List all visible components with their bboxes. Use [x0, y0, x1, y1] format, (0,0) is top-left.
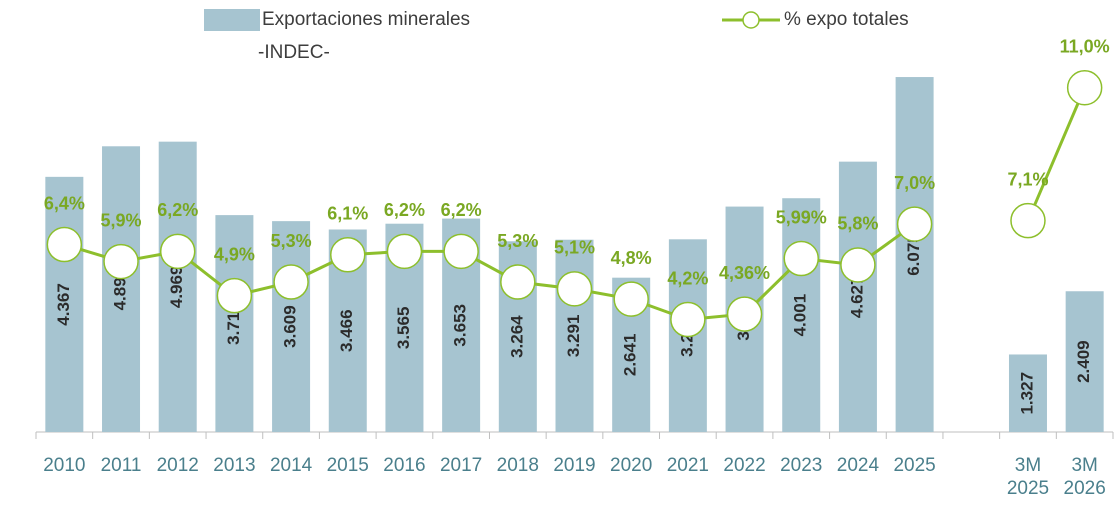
bar-label: 4.969 — [167, 266, 186, 309]
x-tick-label: 2014 — [269, 455, 313, 476]
x-tick-label: 2020 — [610, 455, 653, 476]
bar — [782, 198, 821, 432]
x-tick-label: 2021 — [666, 455, 709, 476]
x-tick-label: 2010 — [43, 455, 86, 476]
bar-label: 4.367 — [54, 283, 73, 326]
line-label: 6,1% — [327, 204, 368, 224]
line-label: 5,9% — [101, 210, 142, 230]
bar — [1008, 354, 1047, 432]
bar-label: 1.327 — [1017, 372, 1036, 415]
line-label: 4,2% — [667, 268, 708, 288]
bar — [895, 77, 934, 433]
legend-label: % expo totales — [784, 9, 909, 30]
line-label: 5,3% — [497, 231, 538, 251]
x-tick-label: 2022 — [723, 455, 766, 476]
x-tick-label: 2013 — [213, 455, 256, 476]
line-label: 6,2% — [157, 200, 198, 220]
bar-label: 3.609 — [281, 305, 300, 348]
x-tick-label: 2015 — [326, 455, 369, 476]
x-tick-label: 2011 — [100, 455, 142, 476]
line-label: 5,1% — [554, 238, 595, 258]
bar-label: 2.409 — [1074, 340, 1093, 383]
bar-label: 4.627 — [847, 276, 866, 319]
line-marker — [500, 264, 536, 300]
line-label: 7,1% — [1007, 169, 1048, 189]
x-tick-label: 2017 — [439, 455, 483, 476]
line-label: 5,99% — [776, 207, 827, 227]
line-marker — [386, 233, 423, 270]
bar — [215, 215, 254, 432]
line-marker — [1066, 70, 1103, 106]
line-marker — [613, 281, 649, 317]
bar — [838, 161, 877, 432]
bar-label: 2.641 — [621, 334, 640, 377]
bar-label: 6.075 — [904, 233, 923, 276]
bar — [1065, 291, 1104, 432]
line-label: 11,0% — [1060, 37, 1110, 57]
line-marker — [726, 296, 763, 332]
line-label: 6,4% — [44, 193, 85, 213]
line-marker — [1010, 202, 1046, 239]
line-label: 6,2% — [384, 200, 425, 220]
x-tick-label: 2023 — [780, 455, 823, 476]
line-marker — [159, 233, 196, 270]
bar — [272, 221, 311, 432]
line-label: 4,9% — [214, 244, 255, 264]
bar-label: 3.291 — [564, 315, 583, 358]
bar — [158, 141, 197, 432]
line-label: 6,2% — [441, 200, 482, 220]
x-tick-label: 2012 — [156, 455, 199, 476]
bar-label: 4.001 — [791, 294, 810, 337]
legend-label: Exportaciones minerales — [262, 9, 470, 30]
line-marker — [556, 271, 593, 307]
line-label: 5,8% — [837, 214, 878, 234]
subtitle: -INDEC- — [258, 42, 330, 63]
line-marker — [443, 233, 479, 270]
line-marker — [216, 277, 253, 314]
bar-label: 3.466 — [337, 309, 356, 352]
line-marker — [670, 301, 706, 338]
line-marker — [103, 243, 139, 280]
x-tick-label: 2016 — [383, 455, 426, 476]
x-tick-label: 3M 2025 — [1006, 455, 1050, 499]
line-marker — [896, 206, 933, 242]
x-tick-label: 2024 — [836, 455, 880, 476]
x-tick-label: 2019 — [553, 455, 596, 476]
line-marker — [840, 247, 876, 283]
legend-marker — [742, 11, 760, 29]
line-marker — [330, 237, 366, 273]
line-label: 4,8% — [611, 248, 652, 268]
bar-label: 3.653 — [451, 304, 470, 347]
line-label: 7,0% — [894, 173, 935, 193]
bar-label: 3.565 — [394, 307, 413, 350]
bar-label: 3.264 — [507, 315, 526, 358]
x-tick-label: 2025 — [893, 455, 936, 476]
line-marker — [46, 226, 83, 263]
x-tick-label: 2018 — [496, 455, 539, 476]
line-marker — [273, 264, 309, 300]
bar — [45, 176, 84, 432]
bar — [102, 146, 141, 432]
line — [63, 87, 1087, 322]
line-marker — [783, 240, 819, 277]
legend-swatch — [204, 9, 260, 31]
line-label: 5,3% — [271, 231, 312, 251]
x-tick-label: 3M 2026 — [1063, 455, 1106, 499]
line-label: 4,36% — [719, 263, 770, 283]
